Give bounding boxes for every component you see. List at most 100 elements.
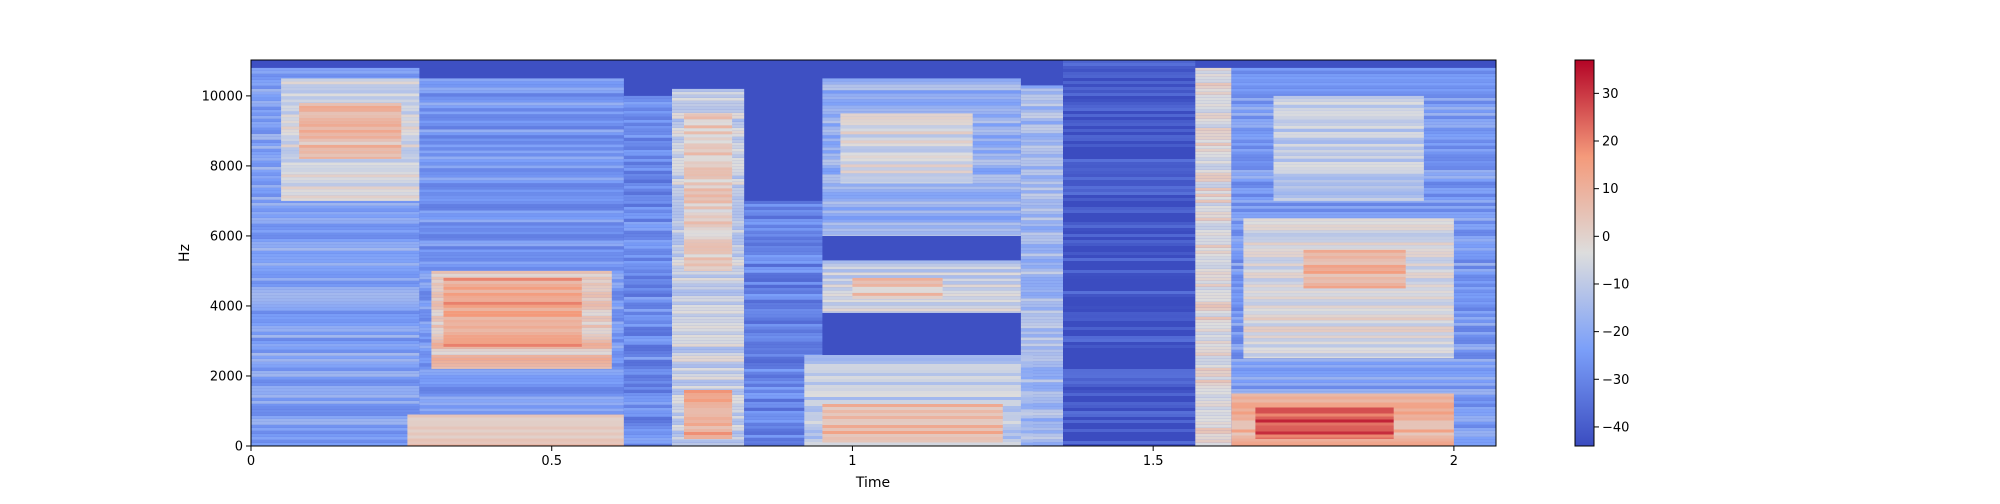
heatmap-band-3 xyxy=(419,81,624,84)
heatmap-band-0 xyxy=(251,371,419,374)
heatmap-band-13 xyxy=(840,152,972,155)
heatmap-band-20 xyxy=(1195,422,1231,425)
heatmap-band-8 xyxy=(672,317,744,320)
heatmap-band-18 xyxy=(1021,103,1063,106)
heatmap-band-21 xyxy=(1231,80,1496,83)
heatmap-band-20 xyxy=(1195,104,1231,107)
heatmap-band-19 xyxy=(1063,300,1195,303)
heatmap-band-22 xyxy=(1243,242,1454,245)
heatmap-band-10 xyxy=(684,143,732,146)
heatmap-band-23 xyxy=(1304,259,1406,262)
heatmap-band-3 xyxy=(419,180,624,183)
heatmap-band-0 xyxy=(251,269,419,272)
heatmap-band-0 xyxy=(251,224,419,227)
heatmap-band-0 xyxy=(251,215,419,218)
heatmap-band-23 xyxy=(1304,280,1406,283)
heatmap-band-20 xyxy=(1195,398,1231,401)
heatmap-band-20 xyxy=(1195,404,1231,407)
heatmap-band-16 xyxy=(804,358,1033,361)
heatmap-band-11 xyxy=(744,252,822,255)
heatmap-band-20 xyxy=(1195,329,1231,332)
heatmap-band-19 xyxy=(1063,210,1195,213)
heatmap-band-26 xyxy=(1274,129,1424,132)
heatmap-band-19 xyxy=(1063,405,1195,408)
heatmap-band-19 xyxy=(1063,267,1195,270)
heatmap-band-1 xyxy=(281,177,419,180)
heatmap-band-11 xyxy=(744,213,822,216)
heatmap-band-12 xyxy=(822,90,1021,93)
heatmap-band-26 xyxy=(1274,132,1424,135)
heatmap-band-18 xyxy=(1021,400,1063,403)
heatmap-band-16 xyxy=(804,397,1033,400)
heatmap-band-12 xyxy=(822,213,1021,216)
heatmap-band-7 xyxy=(624,366,672,369)
heatmap-band-8 xyxy=(672,272,744,275)
heatmap-band-13 xyxy=(840,128,972,131)
heatmap-band-1 xyxy=(281,87,419,90)
heatmap-band-20 xyxy=(1195,317,1231,320)
heatmap-band-20 xyxy=(1195,272,1231,275)
heatmap-band-20 xyxy=(1195,401,1231,404)
heatmap-band-20 xyxy=(1195,260,1231,263)
heatmap-band-3 xyxy=(419,378,624,381)
heatmap-band-20 xyxy=(1195,302,1231,305)
heatmap-band-26 xyxy=(1274,120,1424,123)
heatmap-band-20 xyxy=(1195,395,1231,398)
heatmap-band-19 xyxy=(1063,318,1195,321)
heatmap-band-23 xyxy=(1304,250,1406,253)
heatmap-band-20 xyxy=(1195,236,1231,239)
heatmap-band-8 xyxy=(672,101,744,104)
heatmap-band-5 xyxy=(444,299,582,302)
heatmap-band-19 xyxy=(1063,87,1195,90)
heatmap-band-19 xyxy=(1063,408,1195,411)
heatmap-band-3 xyxy=(419,156,624,159)
heatmap-band-22 xyxy=(1243,293,1454,296)
heatmap-band-7 xyxy=(624,429,672,432)
heatmap-band-13 xyxy=(840,182,972,183)
heatmap-band-26 xyxy=(1274,177,1424,180)
heatmap-band-0 xyxy=(251,440,419,443)
heatmap-band-1 xyxy=(281,159,419,162)
heatmap-band-18 xyxy=(1021,340,1063,343)
heatmap-band-22 xyxy=(1243,356,1454,358)
heatmap-band-7 xyxy=(624,291,672,294)
heatmap-band-11 xyxy=(744,348,822,351)
heatmap-band-7 xyxy=(624,240,672,243)
heatmap-band-10 xyxy=(684,167,732,170)
heatmap-band-18 xyxy=(1021,127,1063,130)
heatmap-band-9 xyxy=(684,393,732,396)
heatmap-band-19 xyxy=(1063,261,1195,264)
heatmap-band-19 xyxy=(1063,429,1195,432)
heatmap-band-14 xyxy=(822,308,1021,311)
heatmap-band-5 xyxy=(444,281,582,284)
heatmap-band-20 xyxy=(1195,380,1231,383)
heatmap-band-3 xyxy=(419,216,624,219)
heatmap-band-8 xyxy=(672,443,744,446)
heatmap-band-1 xyxy=(281,174,419,177)
heatmap-band-21 xyxy=(1231,371,1496,374)
heatmap-band-11 xyxy=(744,312,822,315)
heatmap-band-0 xyxy=(251,257,419,260)
heatmap-band-18 xyxy=(1021,337,1063,340)
heatmap-band-18 xyxy=(1021,325,1063,328)
heatmap-band-2 xyxy=(299,109,401,112)
heatmap-band-12 xyxy=(822,78,1021,81)
heatmap-band-19 xyxy=(1063,384,1195,387)
heatmap-band-17 xyxy=(822,404,1002,407)
heatmap-band-18 xyxy=(1021,313,1063,316)
heatmap-band-0 xyxy=(251,305,419,308)
heatmap-band-10 xyxy=(684,188,732,191)
heatmap-band-0 xyxy=(251,221,419,224)
x-axis-label: Time xyxy=(855,475,890,491)
heatmap-band-7 xyxy=(624,153,672,156)
heatmap-band-19 xyxy=(1063,99,1195,102)
heatmap-band-0 xyxy=(251,368,419,371)
heatmap-band-3 xyxy=(419,132,624,135)
heatmap-band-11 xyxy=(744,201,822,204)
heatmap-band-18 xyxy=(1021,352,1063,355)
heatmap-band-20 xyxy=(1195,197,1231,200)
heatmap-band-20 xyxy=(1195,365,1231,368)
heatmap-band-26 xyxy=(1274,96,1424,99)
heatmap-band-22 xyxy=(1243,224,1454,227)
heatmap-band-25 xyxy=(1255,432,1393,435)
